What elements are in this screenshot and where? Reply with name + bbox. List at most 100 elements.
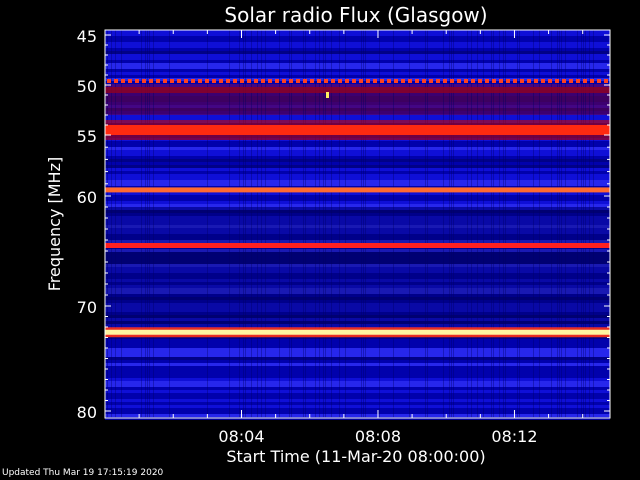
noise-streak xyxy=(325,30,326,418)
band-segment xyxy=(394,79,398,83)
band-segment xyxy=(373,79,377,83)
noise-streak xyxy=(565,30,566,418)
noise-row xyxy=(105,405,610,408)
noise-row xyxy=(105,366,610,369)
noise-streak xyxy=(361,30,362,418)
band-segment xyxy=(499,79,503,83)
noise-row xyxy=(105,339,610,342)
band-segment xyxy=(492,79,496,83)
noise-row xyxy=(105,222,610,225)
noise-streak xyxy=(427,30,428,418)
noise-streak xyxy=(561,30,562,418)
band-segment xyxy=(233,79,237,83)
noise-streak xyxy=(453,30,454,418)
noise-row xyxy=(105,30,610,33)
band-segment xyxy=(205,79,209,83)
y-axis-label: Frequency [MHz] xyxy=(45,157,64,291)
band-yellow-white xyxy=(105,329,610,335)
noise-streak xyxy=(115,30,116,418)
noise-row xyxy=(105,303,610,306)
noise-row xyxy=(105,375,610,378)
noise-streak xyxy=(107,30,108,418)
noise-row xyxy=(105,213,610,216)
noise-row xyxy=(105,168,610,171)
noise-row xyxy=(105,219,610,222)
band-dark-red xyxy=(105,87,610,93)
band-segment xyxy=(604,79,608,83)
noise-row xyxy=(105,270,610,273)
noise-streak xyxy=(583,30,584,418)
band-segment xyxy=(198,79,202,83)
noise-row xyxy=(105,273,610,276)
band-segment xyxy=(443,79,447,83)
noise-streak xyxy=(257,30,258,418)
noise-streak xyxy=(533,30,534,418)
band-segment xyxy=(590,79,594,83)
noise-row xyxy=(105,300,610,303)
noise-row xyxy=(105,369,610,372)
y-tick-label: 70 xyxy=(77,298,97,317)
noise-streak xyxy=(393,30,394,418)
noise-streak xyxy=(539,30,540,418)
band-segment xyxy=(548,79,552,83)
noise-streak xyxy=(451,30,452,418)
y-axis-ticks: 45 50 55 60 70 80 xyxy=(77,27,610,422)
update-timestamp: Updated Thu Mar 19 17:15:19 2020 xyxy=(2,468,164,478)
noise-row xyxy=(105,279,610,282)
band-segment xyxy=(275,79,279,83)
band-segment xyxy=(128,79,132,83)
noise-row xyxy=(105,384,610,387)
noise-row xyxy=(105,309,610,312)
noise-row xyxy=(105,297,610,300)
noise-row xyxy=(105,288,610,291)
noise-streak xyxy=(251,30,252,418)
noise-row xyxy=(105,342,610,345)
band-segment xyxy=(541,79,545,83)
burst-spike xyxy=(326,92,329,98)
band-segment xyxy=(408,79,412,83)
noise-streak xyxy=(331,30,332,418)
band-segment xyxy=(303,79,307,83)
band-segment xyxy=(184,79,188,83)
noise-streak xyxy=(425,30,426,418)
noise-row xyxy=(105,159,610,162)
noise-row xyxy=(105,198,610,201)
noise-streak xyxy=(153,30,154,418)
noise-row xyxy=(105,195,610,198)
noise-streak xyxy=(289,30,290,418)
noise-row xyxy=(105,174,610,177)
noise-row xyxy=(105,117,610,120)
noise-row xyxy=(105,387,610,390)
noise-row xyxy=(105,240,610,243)
noise-streak xyxy=(409,30,410,418)
noise-streak xyxy=(265,30,266,418)
noise-row xyxy=(105,378,610,381)
band-segment xyxy=(149,79,153,83)
x-axis-label: Start Time (11-Mar-20 08:00:00) xyxy=(226,447,485,466)
band-segment xyxy=(569,79,573,83)
noise-row xyxy=(105,78,610,81)
band-segment xyxy=(506,79,510,83)
noise-streak xyxy=(577,30,578,418)
noise-row xyxy=(105,33,610,36)
noise-streak xyxy=(557,30,558,418)
band-segment xyxy=(429,79,433,83)
noise-row xyxy=(105,51,610,54)
band-segment xyxy=(527,79,531,83)
noise-streak xyxy=(589,30,590,418)
band-segment xyxy=(296,79,300,83)
noise-streak xyxy=(519,30,520,418)
frequency-bands xyxy=(105,79,610,338)
noise-row xyxy=(105,114,610,117)
noise-streak xyxy=(559,30,560,418)
noise-row xyxy=(105,207,610,210)
band-segment xyxy=(114,79,118,83)
noise-row xyxy=(105,249,610,252)
band-segment xyxy=(338,79,342,83)
noise-row xyxy=(105,147,610,150)
noise-streak xyxy=(493,30,494,418)
noise-row xyxy=(105,252,610,255)
noise-streak xyxy=(585,30,586,418)
noise-streak xyxy=(471,30,472,418)
noise-streak xyxy=(517,30,518,418)
